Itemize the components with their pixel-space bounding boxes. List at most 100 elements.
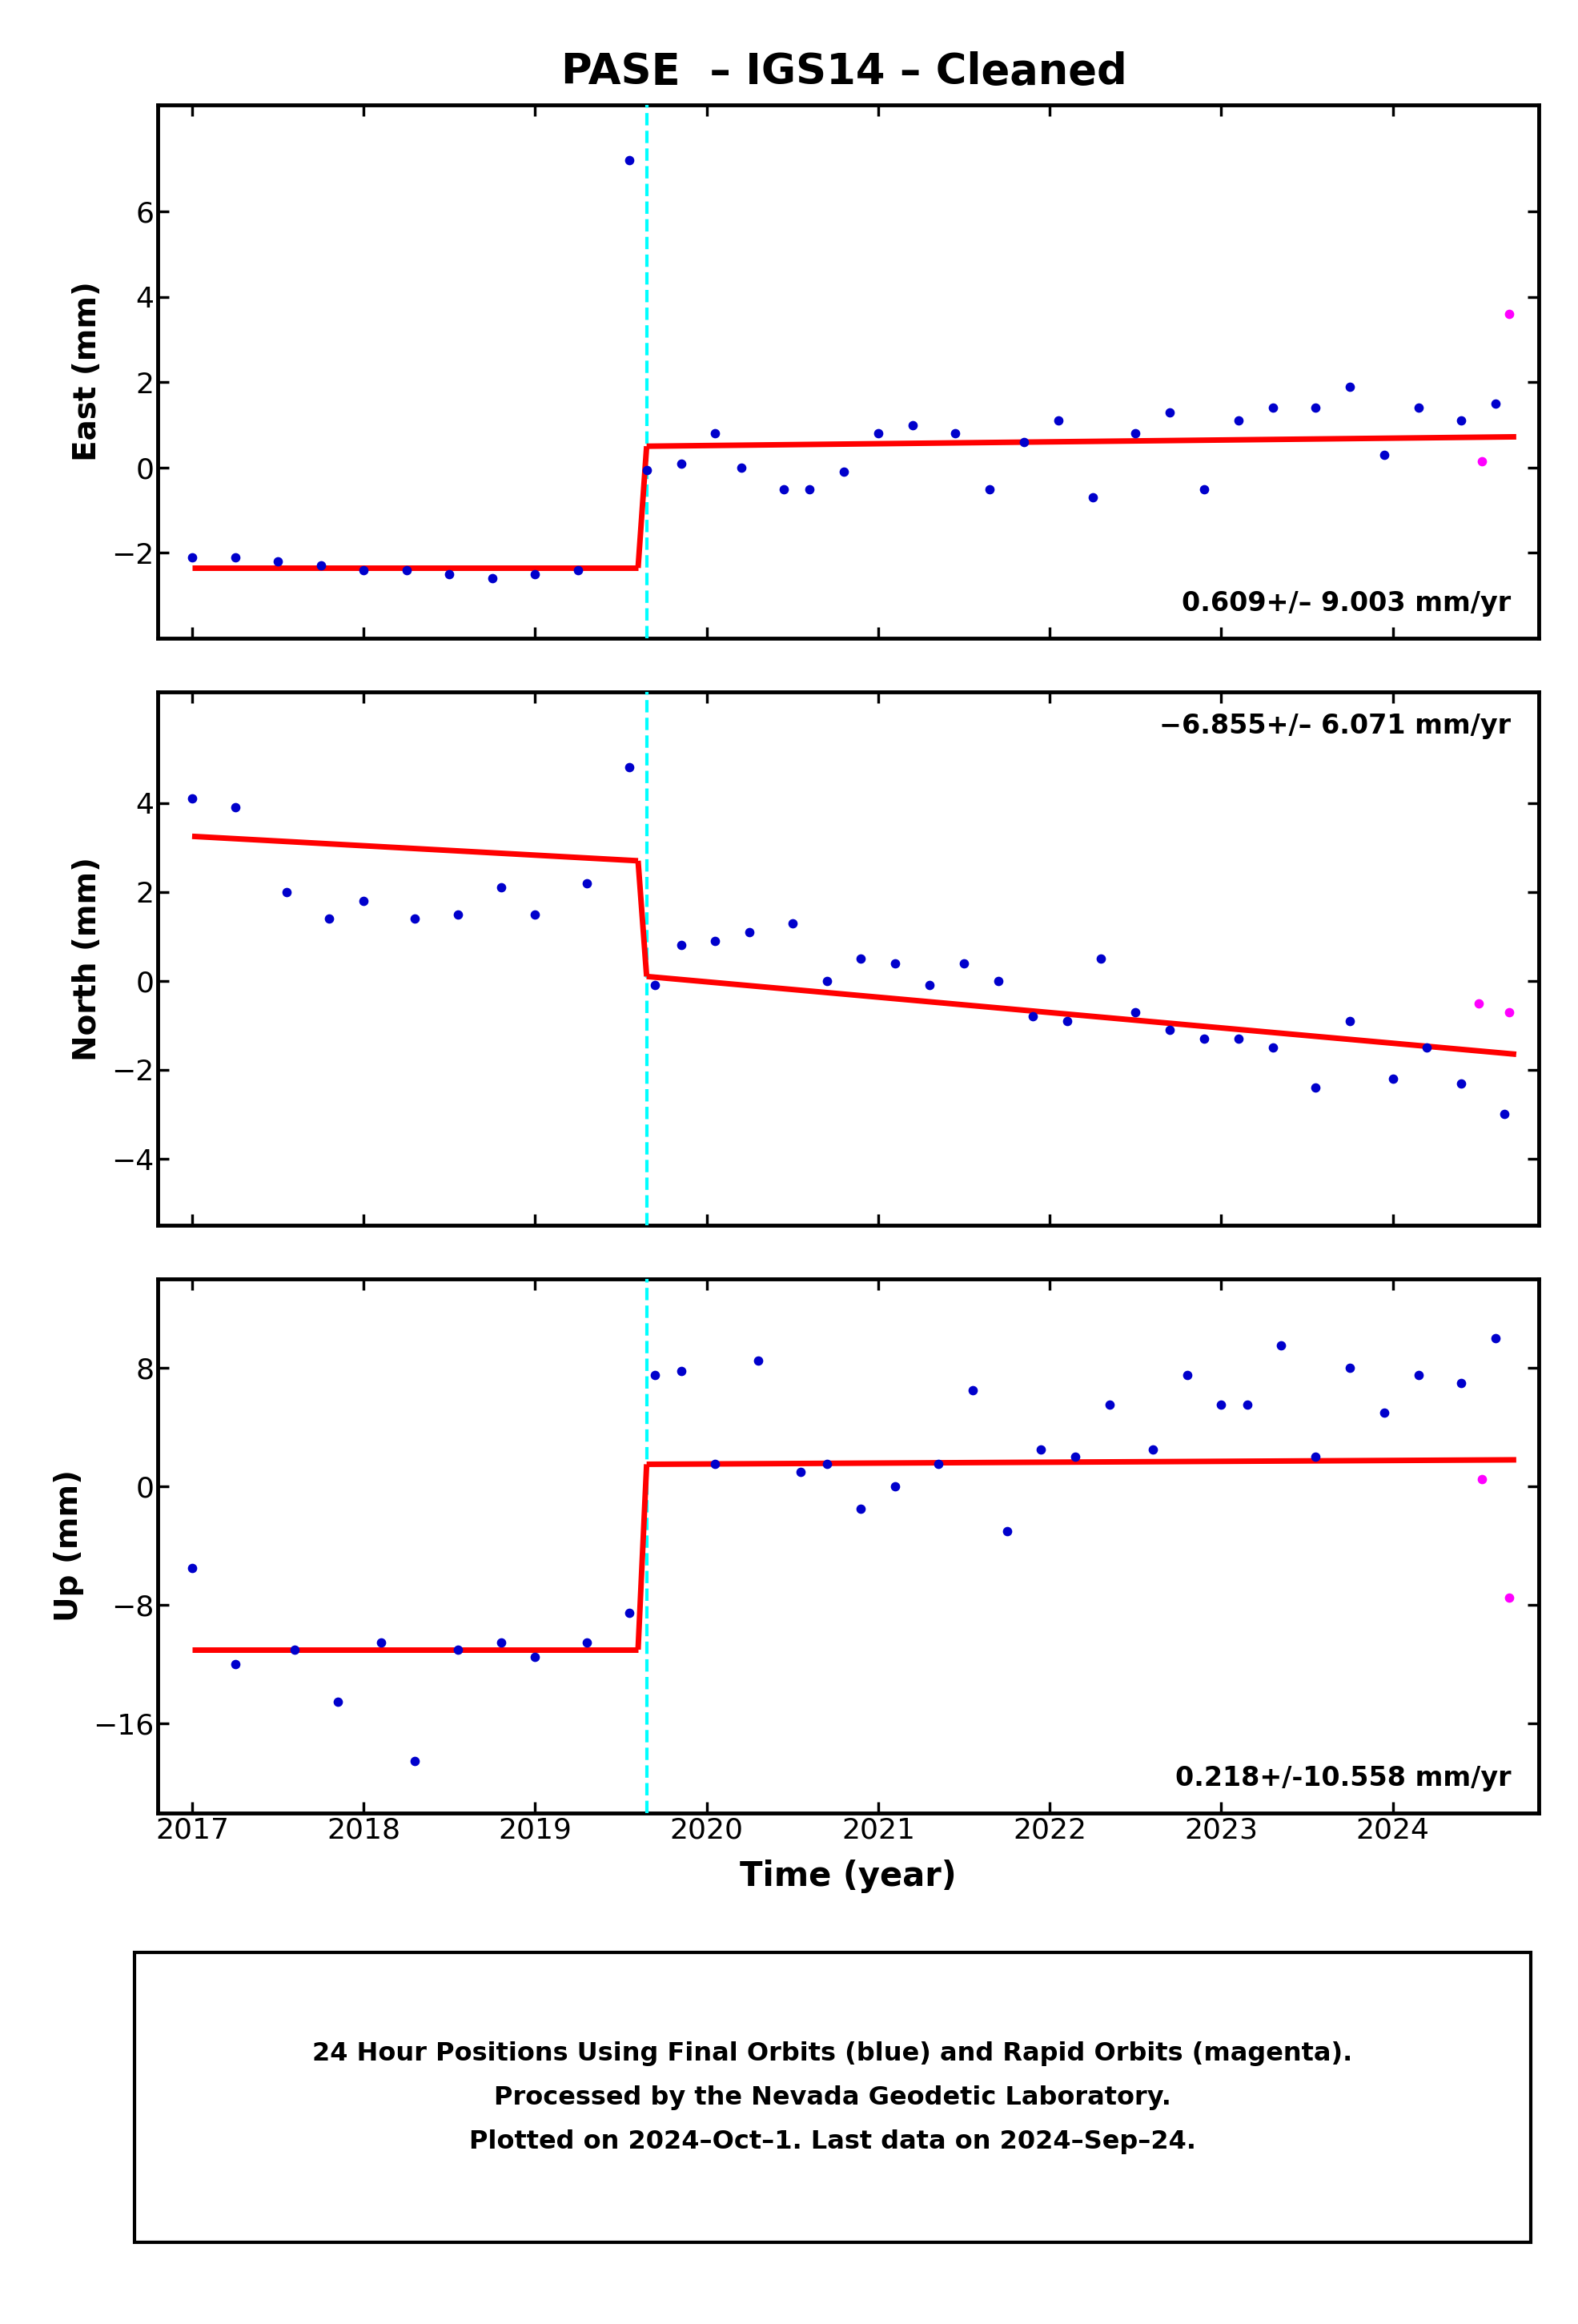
Point [1469, 1459, 1494, 1497]
Y-axis label: East (mm): East (mm) [73, 281, 103, 462]
Point [222, 539, 248, 576]
Point [1261, 388, 1286, 425]
Point [669, 927, 694, 964]
Point [1449, 402, 1474, 439]
Point [1498, 992, 1523, 1030]
Point [617, 1594, 642, 1631]
Point [180, 1550, 205, 1587]
Point [617, 142, 642, 179]
Text: 0.609+/– 9.003 mm/yr: 0.609+/– 9.003 mm/yr [1182, 590, 1512, 618]
Point [368, 1624, 393, 1662]
Text: 0.218+/-10.558 mm/yr: 0.218+/-10.558 mm/yr [1176, 1764, 1512, 1792]
Point [1209, 1387, 1234, 1425]
Point [574, 865, 600, 902]
Point [1406, 1357, 1431, 1394]
Point [1089, 939, 1114, 976]
Point [737, 913, 762, 951]
Point [814, 962, 839, 999]
Point [952, 944, 977, 981]
Point [480, 560, 505, 597]
Point [265, 544, 290, 581]
Point [1406, 388, 1431, 425]
Point [1303, 388, 1329, 425]
Point [402, 1743, 428, 1780]
Point [308, 546, 333, 583]
Point [1046, 402, 1071, 439]
Point [1029, 1432, 1054, 1469]
Y-axis label: Up (mm): Up (mm) [54, 1469, 84, 1622]
Text: −6.855+/– 6.071 mm/yr: −6.855+/– 6.071 mm/yr [1160, 713, 1512, 739]
Point [350, 883, 376, 920]
Point [849, 939, 874, 976]
Point [445, 1631, 470, 1669]
Point [1054, 1002, 1079, 1039]
Point [832, 453, 857, 490]
Point [445, 895, 470, 932]
Point [899, 407, 925, 444]
Point [317, 899, 342, 937]
Point [1483, 1320, 1509, 1357]
Point [882, 1469, 907, 1506]
Point [522, 555, 548, 593]
Point [789, 1452, 814, 1490]
Point [1191, 1020, 1217, 1057]
Point [780, 904, 805, 941]
Point [814, 1446, 839, 1483]
Point [1139, 1432, 1165, 1469]
Point [488, 1624, 513, 1662]
Point [926, 1446, 952, 1483]
Text: PASE  – IGS14 – Cleaned: PASE – IGS14 – Cleaned [562, 51, 1127, 93]
Point [772, 469, 797, 507]
Point [1011, 423, 1037, 460]
Point [994, 1513, 1019, 1550]
Point [1097, 1387, 1122, 1425]
Point [1269, 1327, 1294, 1364]
Point [1019, 997, 1045, 1034]
Point [1124, 992, 1149, 1030]
Point [1371, 1394, 1397, 1432]
Point [1079, 479, 1105, 516]
Point [574, 1624, 600, 1662]
Point [437, 555, 462, 593]
Point [325, 1683, 350, 1720]
Point [917, 967, 942, 1004]
Point [1449, 1364, 1474, 1401]
Point [1174, 1357, 1199, 1394]
Point [402, 899, 428, 937]
Point [222, 1645, 248, 1683]
Point [1303, 1439, 1329, 1476]
Point [702, 414, 727, 451]
Point [350, 551, 376, 588]
Point [669, 1353, 694, 1390]
Point [1483, 386, 1509, 423]
Point [1337, 1002, 1362, 1039]
Point [642, 967, 667, 1004]
Point [617, 748, 642, 786]
Point [745, 1341, 770, 1378]
Point [702, 923, 727, 960]
Point [942, 414, 967, 451]
Point [634, 451, 660, 488]
Point [977, 469, 1002, 507]
Point [1191, 469, 1217, 507]
Point [1234, 1387, 1259, 1425]
Point [959, 1371, 985, 1408]
Point [275, 874, 300, 911]
Text: 24 Hour Positions Using Final Orbits (blue) and Rapid Orbits (magenta).
Processe: 24 Hour Positions Using Final Orbits (bl… [312, 2040, 1352, 2154]
Point [1064, 1439, 1089, 1476]
Point [702, 1446, 727, 1483]
Point [642, 1357, 667, 1394]
X-axis label: Time (year): Time (year) [740, 1859, 956, 1894]
Point [1226, 1020, 1251, 1057]
Point [394, 551, 420, 588]
Point [222, 788, 248, 825]
Point [1261, 1030, 1286, 1067]
Point [522, 895, 548, 932]
Point [986, 962, 1011, 999]
Point [1226, 402, 1251, 439]
Point [522, 1638, 548, 1676]
Point [866, 414, 892, 451]
Point [180, 539, 205, 576]
Point [1466, 985, 1491, 1023]
Point [882, 944, 907, 981]
